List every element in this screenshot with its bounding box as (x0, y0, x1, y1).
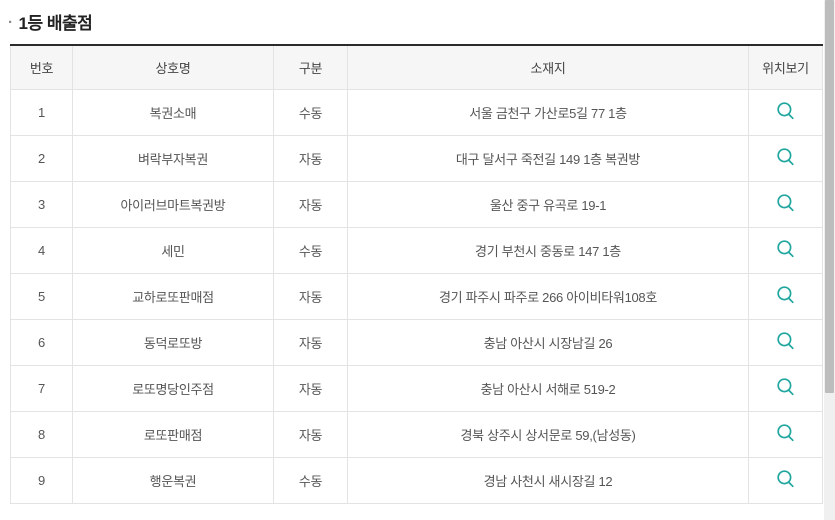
cell-view-location (748, 410, 823, 458)
title-bullet: · (8, 14, 13, 31)
cell-store-name: 아이러브마트복권방 (72, 180, 274, 228)
view-location-button[interactable] (775, 238, 797, 260)
cell-type: 자동 (273, 364, 348, 412)
cell-type: 수동 (273, 456, 348, 504)
table-row: 5 교하로또판매점 자동 경기 파주시 파주로 266 아이비타워108호 (10, 272, 823, 320)
header-type: 구분 (273, 45, 348, 90)
cell-number: 4 (10, 226, 73, 274)
cell-address: 경기 파주시 파주로 266 아이비타워108호 (347, 272, 749, 320)
table-row: 9 행운복권 수동 경남 사천시 새시장길 12 (10, 456, 823, 504)
cell-view-location (748, 272, 823, 320)
cell-address: 충남 아산시 시장남길 26 (347, 318, 749, 366)
view-location-button[interactable] (775, 100, 797, 122)
magnifier-icon (776, 148, 796, 170)
magnifier-icon (776, 286, 796, 308)
cell-store-name: 세민 (72, 226, 274, 274)
magnifier-icon (776, 424, 796, 446)
vertical-scrollbar (824, 0, 835, 520)
page-title-text: 1등 배출점 (18, 14, 93, 33)
cell-view-location (748, 318, 823, 366)
cell-number: 8 (10, 410, 73, 458)
cell-number: 3 (10, 180, 73, 228)
cell-view-location (748, 88, 823, 136)
magnifier-icon (776, 102, 796, 124)
cell-view-location (748, 226, 823, 274)
view-location-button[interactable] (775, 192, 797, 214)
cell-type: 자동 (273, 410, 348, 458)
magnifier-icon (776, 240, 796, 262)
magnifier-icon (776, 332, 796, 354)
cell-view-location (748, 180, 823, 228)
cell-view-location (748, 364, 823, 412)
cell-address: 경남 사천시 새시장길 12 (347, 456, 749, 504)
table-row: 2 벼락부자복권 자동 대구 달서구 죽전길 149 1층 복권방 (10, 134, 823, 182)
cell-address: 충남 아산시 서해로 519-2 (347, 364, 749, 412)
cell-view-location (748, 456, 823, 504)
view-location-button[interactable] (775, 146, 797, 168)
cell-address: 경기 부천시 중동로 147 1층 (347, 226, 749, 274)
magnifier-icon (776, 194, 796, 216)
cell-store-name: 동덕로또방 (72, 318, 274, 366)
header-view-location: 위치보기 (748, 45, 823, 90)
cell-address: 경북 상주시 상서문로 59,(남성동) (347, 410, 749, 458)
cell-type: 수동 (273, 88, 348, 136)
magnifier-icon (776, 470, 796, 492)
table-row: 1 복권소매 수동 서울 금천구 가산로5길 77 1층 (10, 88, 823, 136)
cell-store-name: 교하로또판매점 (72, 272, 274, 320)
cell-number: 9 (10, 456, 73, 504)
scrollbar-thumb[interactable] (825, 0, 834, 393)
cell-number: 5 (10, 272, 73, 320)
cell-store-name: 로또명당인주점 (72, 364, 274, 412)
page-title: · 1등 배출점 (8, 9, 93, 34)
view-location-button[interactable] (775, 376, 797, 398)
cell-view-location (748, 134, 823, 182)
header-store-name: 상호명 (72, 45, 274, 90)
cell-type: 자동 (273, 272, 348, 320)
cell-type: 수동 (273, 226, 348, 274)
table-row: 7 로또명당인주점 자동 충남 아산시 서해로 519-2 (10, 364, 823, 412)
store-table-body: 1 복권소매 수동 서울 금천구 가산로5길 77 1층 2 벼락부자복권 자동… (10, 88, 823, 504)
cell-store-name: 벼락부자복권 (72, 134, 274, 182)
view-location-button[interactable] (775, 422, 797, 444)
cell-number: 2 (10, 134, 73, 182)
table-row: 3 아이러브마트복권방 자동 울산 중구 유곡로 19-1 (10, 180, 823, 228)
first-prize-store-table: 번호 상호명 구분 소재지 위치보기 1 복권소매 수동 서울 금천구 가산로5… (10, 44, 823, 504)
cell-store-name: 복권소매 (72, 88, 274, 136)
cell-address: 서울 금천구 가산로5길 77 1층 (347, 88, 749, 136)
header-number: 번호 (10, 45, 73, 90)
cell-type: 자동 (273, 318, 348, 366)
cell-type: 자동 (273, 134, 348, 182)
table-row: 6 동덕로또방 자동 충남 아산시 시장남길 26 (10, 318, 823, 366)
magnifier-icon (776, 378, 796, 400)
table-header: 번호 상호명 구분 소재지 위치보기 (10, 45, 823, 90)
cell-number: 1 (10, 88, 73, 136)
cell-address: 대구 달서구 죽전길 149 1층 복권방 (347, 134, 749, 182)
view-location-button[interactable] (775, 330, 797, 352)
cell-store-name: 행운복권 (72, 456, 274, 504)
cell-number: 7 (10, 364, 73, 412)
table-row: 4 세민 수동 경기 부천시 중동로 147 1층 (10, 226, 823, 274)
table-row: 8 로또판매점 자동 경북 상주시 상서문로 59,(남성동) (10, 410, 823, 458)
cell-address: 울산 중구 유곡로 19-1 (347, 180, 749, 228)
cell-store-name: 로또판매점 (72, 410, 274, 458)
view-location-button[interactable] (775, 468, 797, 490)
cell-type: 자동 (273, 180, 348, 228)
header-address: 소재지 (347, 45, 749, 90)
cell-number: 6 (10, 318, 73, 366)
view-location-button[interactable] (775, 284, 797, 306)
